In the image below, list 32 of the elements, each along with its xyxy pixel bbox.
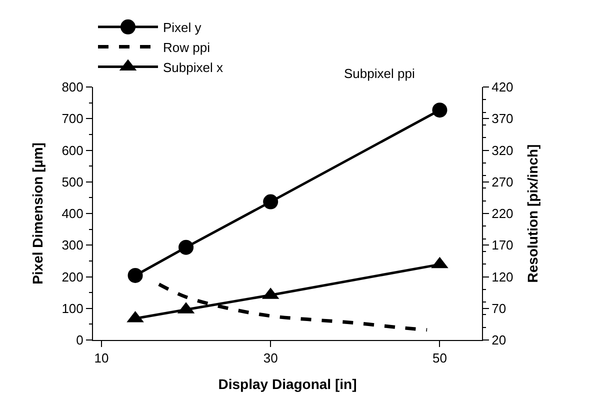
legend-label: Row ppi [163,40,210,55]
x-tick-label: 10 [94,350,109,366]
y2-tick-label: 20 [492,332,506,348]
y2-tick-label: 70 [492,300,506,316]
point [432,102,448,118]
legend-label: Subpixel x [163,60,224,75]
y-tick-label: 200 [62,269,84,284]
y-tick-label: 700 [62,111,84,126]
x-tick-label: 50 [432,350,447,366]
y2-tick-label: 320 [492,142,514,158]
y-tick-label: 400 [62,206,84,222]
y2-tick-label: 220 [492,206,514,222]
point [178,240,194,255]
x-axis-title: Display Diagonal [in] [218,376,357,392]
point [128,268,143,283]
y-tick-label: 300 [62,238,84,253]
y-tick-label: 0 [76,332,84,348]
y-tick-label: 500 [62,174,84,190]
y-tick-label: 800 [62,80,84,95]
legend-label: Pixel y [163,20,202,35]
y2-tick-label: 270 [492,174,514,190]
y2-tick-label: 370 [492,111,514,126]
text: Subpixel ppi [344,66,415,81]
x-tick-label: 30 [263,350,278,366]
y-tick-label: 100 [62,300,84,316]
y2-tick-label: 420 [492,80,514,95]
y-tick-label: 600 [62,142,84,158]
y2-tick-label: 170 [492,238,514,253]
y-axis-title: Pixel Dimension [µm] [29,142,46,284]
point [263,194,278,210]
y2-axis-title: Resolution [pix/inch] [524,144,541,283]
y2-tick-label: 120 [492,269,514,284]
